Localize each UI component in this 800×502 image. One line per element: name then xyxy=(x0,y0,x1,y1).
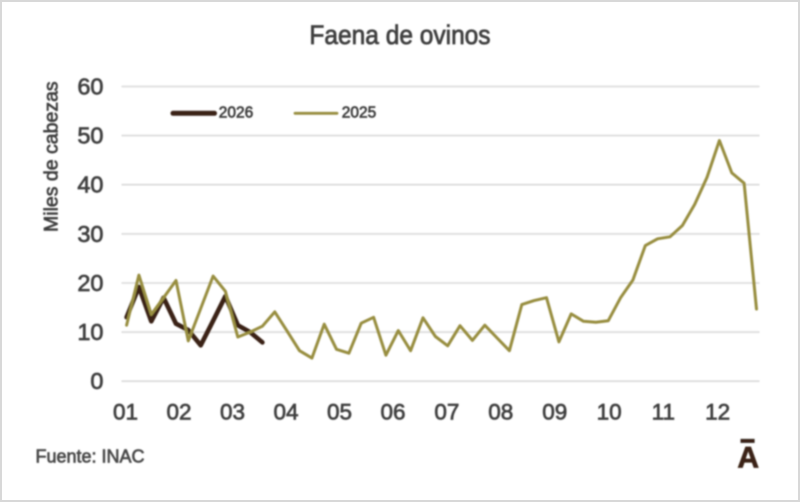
svg-text:05: 05 xyxy=(327,400,352,425)
svg-text:08: 08 xyxy=(488,400,513,425)
svg-text:10: 10 xyxy=(77,319,103,345)
svg-text:2025: 2025 xyxy=(342,105,376,122)
svg-text:03: 03 xyxy=(220,400,245,425)
svg-text:06: 06 xyxy=(380,400,405,425)
svg-text:20: 20 xyxy=(77,270,103,296)
svg-text:60: 60 xyxy=(77,74,103,100)
svg-text:Fuente: INAC: Fuente: INAC xyxy=(36,447,145,467)
svg-text:A: A xyxy=(737,442,759,475)
svg-text:40: 40 xyxy=(77,172,103,198)
svg-text:04: 04 xyxy=(273,400,298,425)
svg-text:Faena de ovinos: Faena de ovinos xyxy=(309,21,490,50)
svg-text:30: 30 xyxy=(77,221,103,247)
svg-text:01: 01 xyxy=(113,400,138,425)
svg-text:11: 11 xyxy=(652,400,675,425)
svg-text:02: 02 xyxy=(166,400,191,425)
svg-text:12: 12 xyxy=(705,400,730,425)
svg-text:2026: 2026 xyxy=(219,105,253,122)
svg-text:50: 50 xyxy=(77,123,103,149)
svg-text:10: 10 xyxy=(597,400,622,425)
svg-text:Miles de cabezas: Miles de cabezas xyxy=(41,81,63,232)
svg-text:07: 07 xyxy=(434,400,459,425)
svg-text:09: 09 xyxy=(542,400,567,425)
svg-text:0: 0 xyxy=(90,368,103,394)
